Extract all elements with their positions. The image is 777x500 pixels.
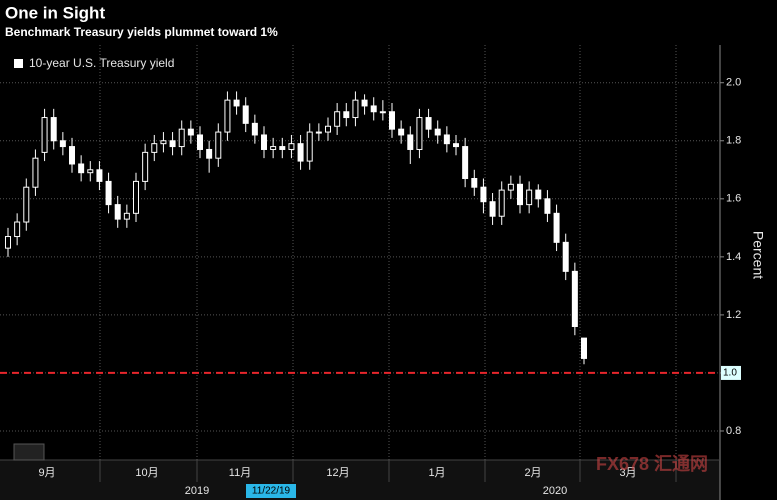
candle-body	[517, 183, 523, 206]
x-tick-label: 2月	[524, 467, 541, 479]
candle-body	[370, 105, 377, 113]
watermark: FX678 汇通网	[596, 454, 708, 474]
chart-type-icon[interactable]	[13, 443, 45, 461]
candle-body	[69, 146, 75, 165]
candle-body	[416, 117, 423, 150]
candle-body	[233, 99, 240, 107]
reference-label: 1.0	[723, 368, 737, 379]
y-tick-label: 1.8	[726, 135, 741, 147]
candle-body	[23, 186, 30, 223]
candle-body	[315, 131, 322, 134]
candle-body	[169, 140, 176, 148]
date-marker: 11/22/19	[252, 486, 291, 497]
candle-body	[480, 186, 487, 203]
candle-body	[544, 198, 551, 214]
reference-label-box	[721, 365, 741, 380]
candle-body	[5, 236, 11, 249]
candle-body	[288, 143, 295, 150]
candle-body	[553, 212, 560, 243]
candle-body	[133, 180, 139, 214]
candle-body	[261, 134, 267, 150]
x-tick-label: 1月	[428, 467, 445, 479]
candle-body	[498, 189, 505, 217]
candle-body	[389, 111, 395, 130]
candle-body	[462, 146, 469, 179]
candle-body	[306, 131, 313, 162]
candle-body	[535, 189, 542, 200]
y-tick-label: 1.2	[726, 309, 741, 321]
candle-body	[471, 177, 478, 188]
candle-body	[78, 163, 85, 174]
candle-body	[352, 99, 359, 119]
candle-body	[197, 134, 203, 150]
candle-body	[41, 117, 48, 153]
candle-body	[59, 140, 66, 148]
y-axis-title: Percent	[750, 231, 766, 279]
candle-body	[398, 128, 405, 136]
candle-body	[279, 146, 286, 150]
candle-body	[215, 131, 222, 159]
candle-body	[251, 122, 258, 136]
candle-body	[105, 180, 112, 206]
candle-body	[187, 128, 194, 136]
candle-body	[581, 337, 587, 359]
candle-body	[489, 201, 496, 217]
candle-body	[562, 241, 569, 272]
y-tick-label: 1.6	[726, 193, 741, 205]
candle-body	[270, 146, 277, 150]
candle-body	[242, 105, 249, 124]
candle-body	[123, 212, 130, 220]
candle-body	[361, 99, 368, 107]
candle-body	[507, 183, 514, 191]
candle-body	[407, 134, 414, 150]
candle-body	[14, 221, 21, 238]
candle-body	[178, 128, 185, 148]
candle-body	[379, 111, 386, 114]
x-tick-label: 11月	[229, 467, 251, 479]
legend-label: 10-year U.S. Treasury yield	[29, 56, 174, 70]
candle-body	[343, 111, 350, 119]
candle-body	[334, 111, 341, 127]
x-tick-label: 9月	[38, 467, 55, 479]
candle-body	[50, 117, 57, 142]
candle-body	[571, 270, 578, 328]
candle-body	[151, 143, 158, 153]
year-label: 2020	[543, 485, 567, 497]
y-tick-label: 1.4	[726, 251, 741, 263]
chart-title: One in Sight	[5, 3, 105, 22]
candle-body	[142, 151, 149, 182]
candle-body	[453, 143, 459, 148]
candle-body	[297, 143, 304, 162]
date-marker-box	[246, 484, 296, 498]
chart-subtitle: Benchmark Treasury yields plummet toward…	[5, 25, 278, 39]
x-tick-label: 12月	[326, 467, 349, 479]
candle-body	[32, 157, 39, 188]
candle-body	[526, 189, 533, 206]
candle-body	[443, 134, 450, 145]
candle-body	[325, 125, 331, 133]
candle-body	[114, 204, 121, 220]
x-tick-label: 10月	[135, 467, 158, 479]
x-tick-label: 3月	[619, 467, 636, 479]
year-label: 2019	[185, 485, 209, 497]
legend-swatch	[14, 59, 23, 68]
candle-body	[96, 169, 103, 182]
candle-body	[160, 140, 167, 145]
candle-body	[434, 128, 441, 136]
candle-body	[425, 117, 432, 130]
y-tick-label: 0.8	[726, 425, 741, 437]
candle-body	[87, 169, 94, 174]
y-tick-label: 2.0	[726, 77, 741, 89]
candle-body	[224, 99, 231, 133]
x-axis-strip	[0, 460, 720, 500]
candle-body	[206, 148, 213, 159]
